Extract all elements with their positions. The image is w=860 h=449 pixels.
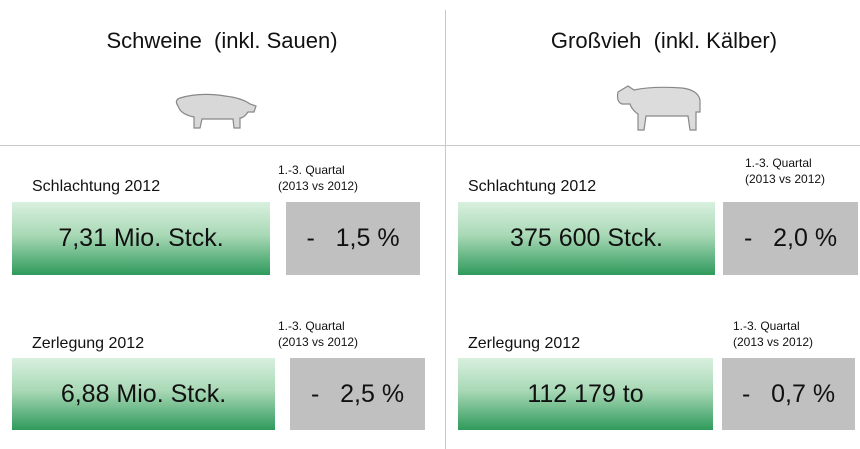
column-title: Schweine (inkl. Sauen) xyxy=(106,28,338,53)
period-note: 1.-3. Quartal xyxy=(745,156,812,170)
value-box: 6,88 Mio. Stck. xyxy=(12,358,275,430)
cow-icon xyxy=(616,85,701,131)
period-note: 1.-3. Quartal xyxy=(733,319,800,333)
column-title: Großvieh (inkl. Kälber) xyxy=(550,28,778,53)
change-box: - 0,7 % xyxy=(722,358,855,430)
change-box: - 1,5 % xyxy=(286,202,420,275)
change-box: - 2,0 % xyxy=(723,202,858,275)
value-box: 7,31 Mio. Stck. xyxy=(12,202,270,275)
period-note: (2013 vs 2012) xyxy=(278,335,359,349)
pig-icon xyxy=(175,93,257,129)
period-note: 1.-3. Quartal xyxy=(278,163,345,177)
period-note: (2013 vs 2012) xyxy=(733,335,814,349)
value-box: 375 600 Stck. xyxy=(458,202,715,275)
period-note: (2013 vs 2012) xyxy=(745,172,826,186)
section-label: Zerlegung 2012 xyxy=(468,335,581,352)
section-label: Zerlegung 2012 xyxy=(32,335,145,352)
change-box: - 2,5 % xyxy=(290,358,425,430)
period-note: (2013 vs 2012) xyxy=(278,179,359,193)
section-label: Schlachtung 2012 xyxy=(32,178,161,195)
period-note: 1.-3. Quartal xyxy=(278,319,345,333)
header-divider xyxy=(0,145,860,146)
column-divider xyxy=(445,10,446,449)
section-label: Schlachtung 2012 xyxy=(468,178,597,195)
value-box: 112 179 to xyxy=(458,358,713,430)
